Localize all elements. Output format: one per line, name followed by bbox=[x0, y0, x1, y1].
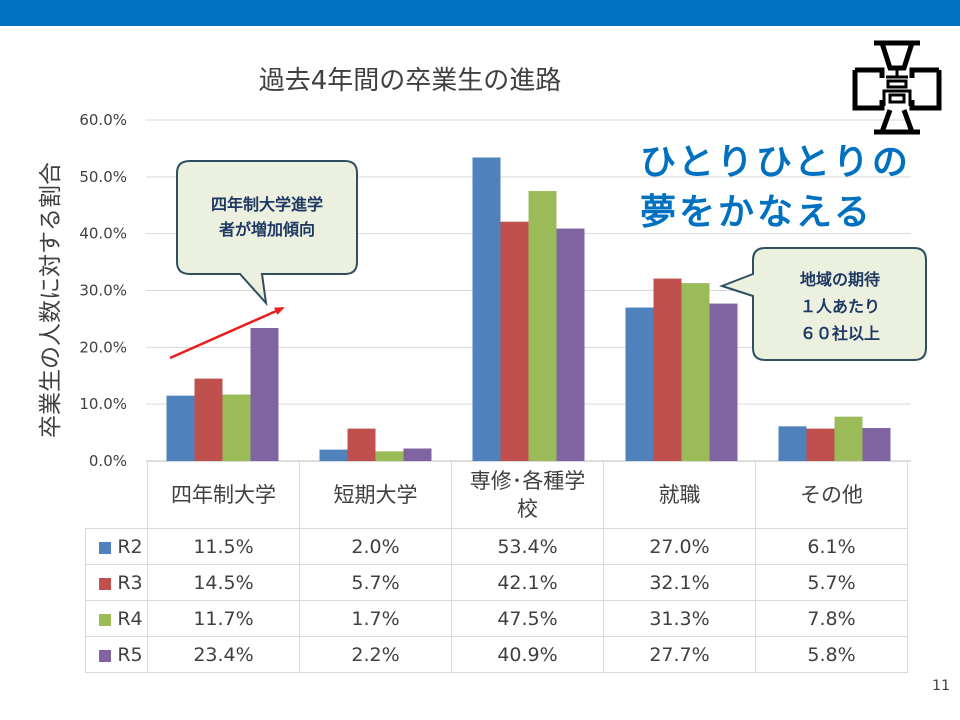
table-cell: 27.0% bbox=[603, 528, 756, 565]
table-header-cell: 専修･各種学 校 bbox=[451, 461, 604, 529]
table-header-cell: 就職 bbox=[603, 461, 756, 529]
category-label: 就職 bbox=[658, 483, 701, 507]
bar-r2-4 bbox=[778, 426, 807, 461]
table-cell: 2.2% bbox=[299, 636, 452, 673]
table-header-cell: 四年制大学 bbox=[147, 461, 300, 529]
bar-r5-4 bbox=[862, 428, 891, 461]
callout-line: 者が増加傾向 bbox=[218, 220, 315, 239]
table-row: R3 14.5% 5.7% 42.1% 32.1% 5.7% bbox=[85, 564, 908, 601]
callout-line: １人あたり bbox=[799, 297, 880, 316]
callout-text-employment: 地域の期待 １人あたり ６０社以上 bbox=[758, 266, 922, 347]
tagline-line-1: ひとりひとりの bbox=[640, 142, 911, 183]
bar-r2-2 bbox=[472, 157, 501, 461]
table-cell: 5.8% bbox=[755, 636, 908, 673]
callout-bubble-university bbox=[176, 160, 358, 307]
legend-key-icon bbox=[99, 541, 112, 554]
tagline-line-2: 夢をかなえる bbox=[640, 192, 873, 233]
table-row: R2 11.5% 2.0% 53.4% 27.0% 6.1% bbox=[85, 528, 908, 565]
table-cell: 14.5% bbox=[147, 564, 300, 601]
top-banner bbox=[0, 0, 960, 26]
table-cell: 1.7% bbox=[299, 600, 452, 637]
chart-title: 過去4年間の卒業生の進路 bbox=[258, 66, 562, 96]
bar-r4-3 bbox=[681, 283, 710, 461]
table-cell: 32.1% bbox=[603, 564, 756, 601]
tagline: ひとりひとりの 夢をかなえる bbox=[640, 138, 950, 238]
bar-r3-1 bbox=[347, 428, 376, 461]
bar-r3-3 bbox=[653, 278, 682, 461]
series-name: R4 bbox=[117, 607, 143, 630]
bar-r4-0 bbox=[222, 394, 251, 461]
data-table: 四年制大学 短期大学 専修･各種学 校 就職 その他 R2 11.5% 2.0%… bbox=[85, 461, 908, 673]
bar-r3-2 bbox=[500, 221, 529, 461]
table-cell: 40.9% bbox=[451, 636, 604, 673]
legend-key-icon bbox=[99, 649, 112, 662]
bar-r5-3 bbox=[709, 303, 738, 461]
bar-r2-0 bbox=[166, 395, 195, 461]
series-cell: R5 bbox=[85, 636, 148, 673]
series-name: R3 bbox=[117, 571, 143, 594]
callout-line: ６０社以上 bbox=[799, 324, 880, 343]
table-cell: 23.4% bbox=[147, 636, 300, 673]
table-corner bbox=[85, 461, 148, 529]
y-tick-label: 60.0% bbox=[79, 111, 127, 129]
callout-bubble-employment bbox=[719, 247, 927, 361]
y-tick-labels: 0.0%10.0%20.0%30.0%40.0%50.0%60.0% bbox=[79, 111, 127, 470]
category-label: 四年制大学 bbox=[171, 483, 276, 507]
table-header-cell: 短期大学 bbox=[299, 461, 452, 529]
series-cell: R2 bbox=[85, 528, 148, 565]
bars bbox=[166, 157, 891, 461]
legend-key-icon bbox=[99, 613, 112, 626]
category-label-continued: 校 bbox=[517, 497, 538, 521]
bar-r3-4 bbox=[806, 428, 835, 461]
callout-text-university: 四年制大学進学 者が増加傾向 bbox=[182, 192, 352, 242]
category-label: 短期大学 bbox=[333, 483, 418, 507]
y-tick-label: 10.0% bbox=[79, 395, 127, 413]
bar-r4-4 bbox=[834, 416, 863, 461]
table-cell: 47.5% bbox=[451, 600, 604, 637]
table-header-cell: その他 bbox=[755, 461, 908, 529]
bar-r4-2 bbox=[528, 191, 557, 461]
bar-r4-1 bbox=[375, 451, 404, 461]
table-cell: 42.1% bbox=[451, 564, 604, 601]
bar-r5-2 bbox=[556, 228, 585, 461]
table-cell: 31.3% bbox=[603, 600, 756, 637]
page-number: 11 bbox=[932, 678, 950, 694]
table-row: R4 11.7% 1.7% 47.5% 31.3% 7.8% bbox=[85, 600, 908, 637]
table-cell: 6.1% bbox=[755, 528, 908, 565]
school-emblem-icon bbox=[852, 40, 942, 135]
category-label: その他 bbox=[800, 483, 863, 507]
bar-r2-1 bbox=[319, 449, 348, 461]
bar-r5-0 bbox=[250, 328, 279, 461]
table-cell: 5.7% bbox=[755, 564, 908, 601]
trend-arrow bbox=[169, 306, 285, 360]
table-cell: 2.0% bbox=[299, 528, 452, 565]
bar-r5-1 bbox=[403, 448, 432, 461]
y-tick-label: 40.0% bbox=[79, 225, 127, 243]
table-cell: 11.5% bbox=[147, 528, 300, 565]
y-tick-label: 20.0% bbox=[79, 338, 127, 356]
table-cell: 53.4% bbox=[451, 528, 604, 565]
series-name: R5 bbox=[117, 643, 143, 666]
table-cell: 11.7% bbox=[147, 600, 300, 637]
table-cell: 27.7% bbox=[603, 636, 756, 673]
table-row: R5 23.4% 2.2% 40.9% 27.7% 5.8% bbox=[85, 636, 908, 673]
table-header-row: 四年制大学 短期大学 専修･各種学 校 就職 その他 bbox=[85, 461, 908, 529]
bar-r3-0 bbox=[194, 378, 223, 461]
callout-line: 四年制大学進学 bbox=[210, 195, 323, 214]
series-name: R2 bbox=[117, 535, 143, 558]
series-cell: R4 bbox=[85, 600, 148, 637]
category-label: 専修･各種学 bbox=[469, 469, 586, 493]
series-cell: R3 bbox=[85, 564, 148, 601]
callout-line: 地域の期待 bbox=[799, 270, 880, 289]
y-tick-label: 30.0% bbox=[79, 282, 127, 300]
table-cell: 7.8% bbox=[755, 600, 908, 637]
bar-r2-3 bbox=[625, 307, 654, 461]
y-tick-label: 50.0% bbox=[79, 168, 127, 186]
table-cell: 5.7% bbox=[299, 564, 452, 601]
legend-key-icon bbox=[99, 577, 112, 590]
